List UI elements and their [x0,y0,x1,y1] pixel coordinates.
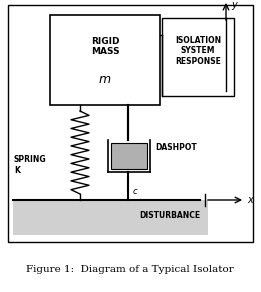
Bar [8,5,253,242]
Text: c: c [133,187,138,196]
Bar [111,143,147,169]
Text: Figure 1:  Diagram of a Typical Isolator: Figure 1: Diagram of a Typical Isolator [26,265,234,274]
Text: SPRING
K: SPRING K [14,155,47,175]
Text: y: y [231,0,237,10]
Text: ISOLATION
SYSTEM
RESPONSE: ISOLATION SYSTEM RESPONSE [175,36,221,66]
Bar [13,200,208,235]
Text: m: m [99,73,111,86]
Text: RIGID
MASS: RIGID MASS [91,37,119,56]
Bar [162,18,234,96]
Text: DASHPOT: DASHPOT [155,143,197,152]
Bar [50,15,160,105]
Text: DISTURBANCE: DISTURBANCE [139,211,200,220]
Text: x: x [247,195,253,205]
